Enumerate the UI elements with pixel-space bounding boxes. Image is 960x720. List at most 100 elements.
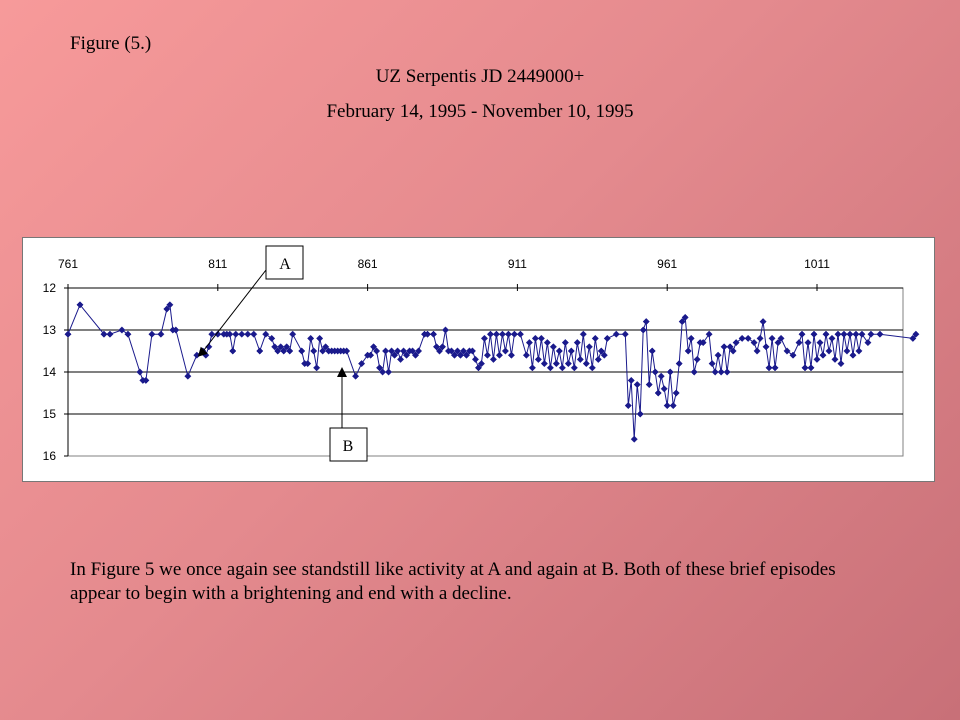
data-point [573, 339, 581, 347]
data-point [262, 330, 270, 338]
data-point [687, 334, 695, 342]
data-point [834, 330, 842, 338]
data-point [492, 330, 500, 338]
data-point [358, 360, 366, 368]
data-point [528, 364, 536, 372]
data-point [289, 330, 297, 338]
data-point [459, 347, 468, 355]
data-point [525, 339, 533, 347]
data-point [411, 351, 420, 359]
data-point [732, 339, 740, 347]
data-point [441, 326, 450, 334]
data-point [579, 330, 587, 338]
data-point [313, 364, 321, 372]
data-point [447, 347, 456, 355]
data-point [172, 326, 180, 334]
data-point [753, 347, 761, 355]
data-point [768, 334, 776, 342]
data-point [795, 339, 803, 347]
data-point [762, 343, 770, 351]
data-point [849, 351, 857, 359]
data-point [663, 402, 671, 410]
data-point [840, 330, 848, 338]
data-point [714, 351, 722, 359]
annotation-a-arrowhead [197, 346, 208, 357]
data-point [759, 318, 767, 326]
data-point [379, 368, 387, 376]
data-point [594, 355, 602, 363]
data-point [316, 334, 324, 342]
data-point [552, 360, 560, 368]
data-point [166, 301, 174, 309]
data-point [118, 326, 126, 334]
data-point [576, 355, 584, 363]
data-point [855, 347, 863, 355]
data-point [501, 347, 509, 355]
data-point [810, 330, 818, 338]
data-point [771, 364, 779, 372]
data-point [621, 330, 629, 338]
data-point [642, 318, 650, 326]
data-point [483, 351, 491, 359]
data-point [489, 355, 497, 363]
data-point [711, 368, 719, 376]
data-point [280, 347, 288, 355]
y-tick-label: 13 [43, 323, 57, 337]
data-point [651, 368, 659, 376]
data-point [708, 360, 716, 368]
data-point [468, 347, 477, 355]
data-point [394, 347, 402, 355]
data-point [549, 343, 557, 351]
data-point [124, 330, 132, 338]
data-point [543, 339, 551, 347]
data-point [801, 364, 809, 372]
data-point [558, 364, 566, 372]
data-point [822, 330, 830, 338]
data-point [462, 351, 471, 359]
data-point [633, 381, 641, 389]
data-point [876, 330, 884, 338]
data-point [645, 381, 653, 389]
data-point [310, 347, 318, 355]
data-point [391, 351, 399, 359]
data-point [819, 351, 827, 359]
data-point [64, 330, 72, 338]
figure-caption: In Figure 5 we once again see standstill… [70, 559, 836, 604]
data-point [789, 351, 797, 359]
data-point [639, 326, 647, 334]
data-point [184, 372, 192, 380]
data-point [672, 389, 680, 397]
data-point [828, 334, 836, 342]
data-point [813, 355, 821, 363]
data-point [591, 334, 599, 342]
data-point [319, 347, 327, 355]
data-point [100, 330, 108, 338]
annotation-a-label: A [279, 256, 291, 273]
data-point [537, 334, 545, 342]
data-point [414, 347, 423, 355]
y-tick-label: 12 [43, 281, 57, 295]
data-point [693, 355, 701, 363]
data-point [226, 330, 234, 338]
data-point [382, 347, 390, 355]
data-point [567, 347, 575, 355]
data-point [582, 360, 590, 368]
data-point [546, 364, 554, 372]
annotation-a-box [265, 245, 304, 280]
y-tick-label: 14 [43, 365, 57, 379]
data-point [268, 334, 276, 342]
data-point [352, 372, 360, 380]
data-point [274, 347, 282, 355]
data-point [522, 351, 530, 359]
data-point [435, 347, 444, 355]
data-point [777, 334, 785, 342]
data-point [678, 318, 686, 326]
data-point [630, 435, 638, 443]
data-point [843, 347, 851, 355]
data-point [723, 368, 731, 376]
data-point [298, 347, 306, 355]
data-point [486, 330, 494, 338]
data-point [244, 330, 252, 338]
data-point [507, 351, 515, 359]
data-point [612, 330, 620, 338]
